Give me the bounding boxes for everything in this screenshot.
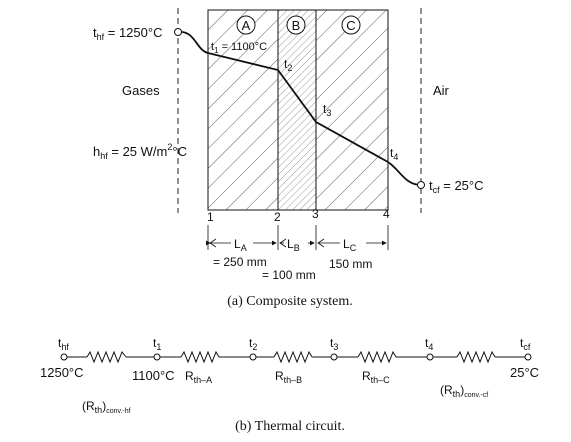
resistance-a-label: Rth–A [185, 369, 212, 385]
layer-b-id: B [292, 18, 301, 33]
layer-a-badge: A [236, 15, 256, 35]
composite-system: A B C thf = 1250°C Gases hhf = 25 W/m2°C… [93, 8, 484, 309]
length-b-value: = 100 mm [262, 268, 316, 282]
circuit-node-hf-label: thf [58, 336, 69, 352]
hot-fluid-node [174, 28, 182, 36]
interface-4-label: 4 [383, 207, 390, 221]
composite-system-caption: (a) Composite system. [227, 294, 353, 309]
layer-a-id: A [242, 18, 251, 33]
air-label: Air [433, 83, 450, 98]
circuit-node-t3-label: t3 [330, 336, 338, 352]
heat-transfer-coefficient-label: hhf = 25 W/m2°C [93, 142, 187, 161]
resistance-conv-hf-label: (Rth)conv.-hf [82, 399, 131, 415]
hot-fluid-temperature-label: thf = 1250°C [93, 25, 162, 42]
circuit-node-t3 [330, 353, 338, 361]
layer-b [277, 9, 317, 211]
circuit-node-t1 [153, 353, 161, 361]
cold-fluid-temperature-label: tcf = 25°C [429, 178, 484, 195]
layer-c-badge: C [341, 15, 361, 35]
temperature-profile-line [177, 31, 422, 186]
dimension-lines [206, 225, 389, 250]
t3-label: t3 [323, 102, 331, 118]
circuit-node-hf-value: 1250°C [40, 365, 84, 380]
gases-label: Gases [122, 83, 160, 98]
cold-fluid-node [417, 181, 425, 189]
circuit-node-t1-value: 1100°C [132, 368, 175, 383]
circuit-node-cf-label: tcf [520, 336, 531, 352]
length-c-value: 150 mm [329, 257, 372, 271]
t2-label: t2 [284, 57, 292, 73]
circuit-node-t4 [426, 353, 434, 361]
length-b-symbol: LB [287, 237, 300, 253]
circuit-node-cf-value: 25°C [510, 365, 539, 380]
circuit-wires [67, 350, 525, 364]
circuit-node-t2-label: t2 [249, 336, 257, 352]
length-a-value: = 250 mm [213, 255, 267, 269]
layer-c [315, 9, 389, 211]
resistance-b-label: Rth–B [275, 369, 302, 385]
t1-label: t1 = 1100°C [211, 41, 267, 55]
layer-c-id: C [346, 18, 355, 33]
length-c-symbol: LC [343, 237, 357, 253]
circuit-node-t4-label: t4 [425, 336, 433, 352]
interface-2-label: 2 [274, 210, 281, 224]
thermal-circuit-caption: (b) Thermal circuit. [235, 419, 345, 434]
thermal-circuit: thf t1 t2 t3 t4 tcf 1250°C 1100°C 25°C (… [40, 336, 539, 434]
resistance-c-label: Rth–C [362, 369, 390, 385]
circuit-node-t2 [249, 353, 257, 361]
length-a-symbol: LA [234, 237, 247, 253]
t4-label: t4 [390, 146, 398, 162]
layer-a [207, 9, 279, 211]
circuit-node-hf [60, 353, 68, 361]
resistance-conv-cf-label: (Rth)conv.-cf [440, 383, 488, 399]
layer-b-badge: B [286, 15, 306, 35]
interface-1-label: 1 [207, 210, 214, 224]
circuit-node-t1-label: t1 [153, 336, 161, 352]
interface-3-label: 3 [312, 207, 319, 221]
circuit-node-cf [524, 353, 532, 361]
